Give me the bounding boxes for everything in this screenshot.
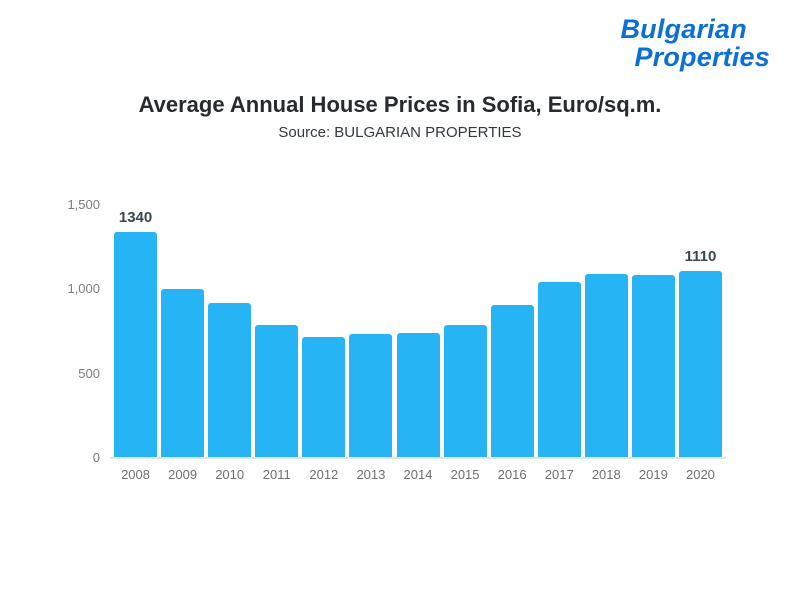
logo-text-line2: Properties — [634, 41, 770, 72]
x-tick-label-2012: 2012 — [309, 467, 339, 482]
x-tick-label-2008: 2008 — [121, 467, 150, 482]
x-tick-label-2010: 2010 — [215, 467, 245, 482]
bar-2015 — [443, 324, 487, 458]
bar-2010 — [208, 302, 252, 458]
y-tick-label-0: 0 — [92, 450, 100, 465]
bar-2017 — [537, 281, 581, 458]
chart-subtitle: Source: BULGARIAN PROPERTIES — [278, 124, 522, 141]
y-tick-label-500: 500 — [78, 365, 100, 381]
bar-value-label-2020: 1110 — [684, 247, 717, 265]
bar-2020 — [678, 270, 722, 458]
chart-title: Average Annual House Prices in Sofia, Eu… — [138, 92, 662, 117]
x-tick-label-2014: 2014 — [403, 467, 433, 482]
y-tick-label-1000: 1,000 — [67, 281, 100, 297]
x-tick-label-2013: 2013 — [356, 467, 386, 482]
plot-area: 1340 1110 — [112, 205, 724, 458]
logo: Bulgarian Properties — [620, 14, 770, 72]
bar-value-label-2008: 1340 — [118, 209, 153, 226]
bar-2014 — [396, 333, 440, 458]
y-tick-label-1500: 1,500 — [67, 197, 100, 212]
y-axis: 1,500 1,000 500 0 — [30, 197, 100, 465]
x-tick-label-2009: 2009 — [168, 467, 198, 482]
x-tick-label-2015: 2015 — [450, 467, 480, 482]
x-axis-line — [110, 457, 726, 459]
bar-2018 — [584, 274, 628, 458]
x-tick-label-2017: 2017 — [544, 467, 574, 482]
x-tick-label-2011: 2011 — [262, 467, 291, 482]
logo-text-line1: Bulgarian — [620, 14, 747, 44]
bar-2009 — [161, 289, 205, 458]
bar-2012 — [302, 336, 346, 458]
x-tick-label-2019: 2019 — [638, 467, 668, 482]
bar-2016 — [490, 305, 534, 458]
x-axis: 2008 2009 2010 2011 2012 2013 2014 2015 2016 2017… — [112, 467, 724, 487]
x-tick-label-2018: 2018 — [591, 467, 621, 482]
bar-2019 — [631, 275, 675, 458]
bar-2008 — [114, 232, 158, 458]
bar-2011 — [255, 324, 299, 458]
x-tick-label-2016: 2016 — [497, 467, 527, 482]
bar-2013 — [349, 334, 393, 458]
x-tick-label-2020: 2020 — [685, 467, 715, 482]
